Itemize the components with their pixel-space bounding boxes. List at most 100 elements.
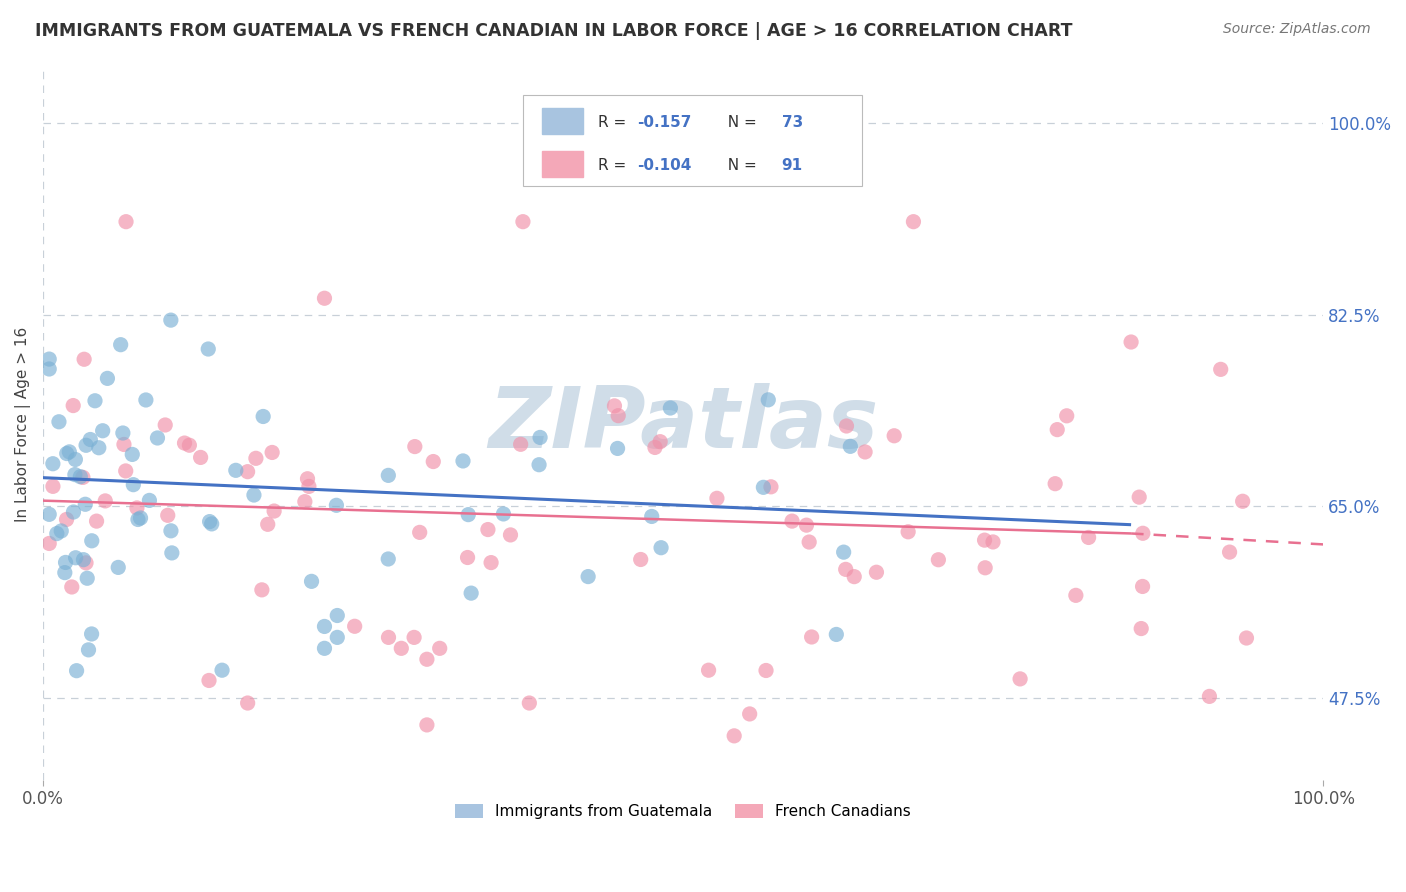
FancyBboxPatch shape [523, 95, 862, 186]
Point [297, 472, 319, 486]
Point [252, 409, 274, 424]
Point [146, 431, 169, 445]
Point [298, 479, 321, 493]
Point [416, 718, 439, 732]
Point [457, 550, 479, 565]
Point [156, 508, 179, 523]
Point [641, 509, 664, 524]
Point [603, 399, 626, 413]
Point [138, 493, 160, 508]
Text: 73: 73 [782, 115, 803, 130]
Point [62, 505, 84, 519]
Point [121, 447, 143, 461]
Point [53, 566, 76, 580]
Point [160, 313, 183, 327]
Point [650, 541, 672, 555]
Point [509, 437, 531, 451]
Point [343, 619, 366, 633]
Point [96, 371, 118, 385]
Point [190, 450, 212, 465]
Point [135, 392, 157, 407]
Point [62, 399, 84, 413]
Point [60, 580, 83, 594]
Point [1064, 588, 1087, 602]
Text: IMMIGRANTS FROM GUATEMALA VS FRENCH CANADIAN IN LABOR FORCE | AGE > 16 CORRELATI: IMMIGRANTS FROM GUATEMALA VS FRENCH CANA… [35, 22, 1073, 40]
Point [630, 552, 652, 566]
Point [55, 556, 77, 570]
Point [55, 512, 77, 526]
Point [325, 498, 347, 512]
Point [38, 508, 60, 522]
Point [127, 512, 149, 526]
Point [755, 664, 778, 678]
Point [198, 673, 221, 688]
Point [236, 696, 259, 710]
Point [72, 552, 94, 566]
Point [451, 454, 474, 468]
Point [529, 430, 551, 444]
Point [42, 457, 65, 471]
Point [479, 556, 502, 570]
Point [1010, 672, 1032, 686]
Point [499, 528, 522, 542]
Point [294, 494, 316, 508]
Point [198, 515, 221, 529]
Text: N =: N = [717, 115, 761, 130]
Point [834, 562, 856, 576]
Point [225, 463, 247, 477]
Point [799, 535, 821, 549]
Point [38, 362, 60, 376]
Point [377, 468, 399, 483]
Point [844, 569, 866, 583]
Point [759, 480, 782, 494]
FancyBboxPatch shape [543, 108, 583, 134]
Point [262, 445, 284, 459]
Point [80, 627, 103, 641]
Point [389, 641, 412, 656]
Point [314, 619, 336, 633]
Point [65, 550, 87, 565]
Point [114, 464, 136, 478]
Point [606, 442, 628, 456]
Point [263, 504, 285, 518]
Point [110, 337, 132, 351]
Point [517, 696, 540, 710]
Point [160, 524, 183, 538]
Point [706, 491, 728, 506]
Text: 91: 91 [782, 159, 803, 173]
Point [211, 663, 233, 677]
Point [1132, 579, 1154, 593]
Point [1128, 490, 1150, 504]
Point [697, 663, 720, 677]
Point [644, 441, 666, 455]
Point [72, 470, 94, 484]
Point [75, 497, 97, 511]
Point [835, 419, 858, 434]
Point [65, 452, 87, 467]
Point [73, 352, 96, 367]
Point [576, 569, 599, 583]
Point [973, 533, 995, 548]
Point [1046, 423, 1069, 437]
Point [129, 511, 152, 525]
Point [55, 446, 77, 460]
Point [422, 454, 444, 468]
Point [314, 291, 336, 305]
Point [197, 342, 219, 356]
Point [650, 434, 672, 449]
Text: R =: R = [599, 115, 631, 130]
Point [179, 438, 201, 452]
FancyBboxPatch shape [543, 151, 583, 178]
Point [301, 574, 323, 589]
Point [38, 352, 60, 367]
Point [173, 436, 195, 450]
Point [832, 545, 855, 559]
Point [752, 480, 775, 494]
Point [825, 627, 848, 641]
Point [94, 494, 117, 508]
Point [492, 507, 515, 521]
Point [460, 586, 482, 600]
Text: R =: R = [599, 159, 631, 173]
Point [75, 438, 97, 452]
Point [201, 516, 224, 531]
